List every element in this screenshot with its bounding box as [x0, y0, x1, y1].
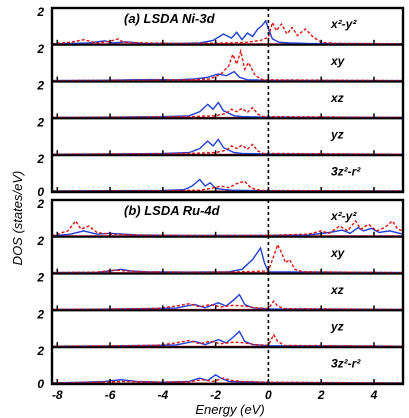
x-tick-label: -6 [105, 388, 116, 402]
spin-down-curve [51, 48, 404, 82]
panel-frame [50, 198, 405, 386]
y-tick-label: 2 [36, 271, 44, 285]
spin-up-curve [51, 293, 404, 311]
orbital-label: x²-y² [330, 17, 357, 31]
orbital-label: xy [330, 54, 346, 68]
orbital-label: yz [330, 320, 344, 334]
spin-down-curve [51, 377, 404, 384]
panel-frame [50, 6, 405, 194]
spin-up-curve [51, 101, 404, 119]
spin-down-curve [51, 242, 404, 274]
y-tick-label: 2 [36, 79, 44, 93]
x-tick-label: -2 [210, 388, 221, 402]
orbital-label: xy [330, 246, 346, 260]
spin-down-curve [51, 333, 404, 347]
y-tick-label: 2 [36, 42, 44, 56]
spin-up-curve [51, 19, 404, 45]
spin-down-curve [51, 20, 404, 45]
y-tick-label: 2 [36, 344, 44, 358]
spin-up-curve [51, 246, 404, 274]
panel-title: (b) LSDA Ru-4d [124, 203, 221, 218]
spin-down-curve [51, 106, 404, 119]
orbital-label: xz [330, 91, 344, 105]
x-axis-title: Energy (eV) [195, 402, 264, 417]
orbital-label: xz [330, 283, 344, 297]
x-tick-label: 4 [370, 388, 378, 402]
y-tick-label: 2 [36, 5, 44, 19]
orbital-label: x²-y² [330, 209, 357, 223]
spin-down-curve [51, 219, 404, 237]
spin-up-curve [51, 226, 404, 237]
y-tick-label: 2 [36, 234, 44, 248]
y-tick-label: 2 [36, 152, 44, 166]
spin-up-curve [51, 138, 404, 155]
x-tick-label: 0 [265, 388, 272, 402]
spin-down-curve [51, 300, 404, 311]
spin-down-curve [51, 180, 404, 192]
x-tick-label: 2 [317, 388, 325, 402]
y-axis-title: DOS (states/eV) [10, 171, 25, 266]
x-tick-label: -8 [52, 388, 63, 402]
orbital-label: 3z²-r² [331, 356, 361, 370]
x-tick-label: -4 [158, 388, 169, 402]
y-tick-label: 0 [37, 377, 44, 391]
spin-up-curve [51, 178, 404, 192]
y-tick-label: 0 [37, 185, 44, 199]
orbital-label: yz [330, 128, 344, 142]
y-tick-label: 2 [36, 197, 44, 211]
panel-b: x²-y² 2 xy 2 xz 2 yz 2 3z²-r² 2 0 (b) LSDA Ru-4d [36, 197, 405, 391]
panel-a: x²-y² 2 xy 2 xz 2 yz 2 3z²-r² 2 0 (a) LSDA Ni-3d [36, 5, 405, 199]
y-tick-label: 2 [36, 307, 44, 321]
y-tick-label: 2 [36, 115, 44, 129]
spin-down-curve [51, 143, 404, 155]
orbital-label: 3z²-r² [331, 164, 361, 178]
spin-up-curve [51, 70, 404, 82]
spin-up-curve [51, 373, 404, 384]
spin-up-curve [51, 330, 404, 347]
panel-title: (a) LSDA Ni-3d [124, 11, 216, 26]
